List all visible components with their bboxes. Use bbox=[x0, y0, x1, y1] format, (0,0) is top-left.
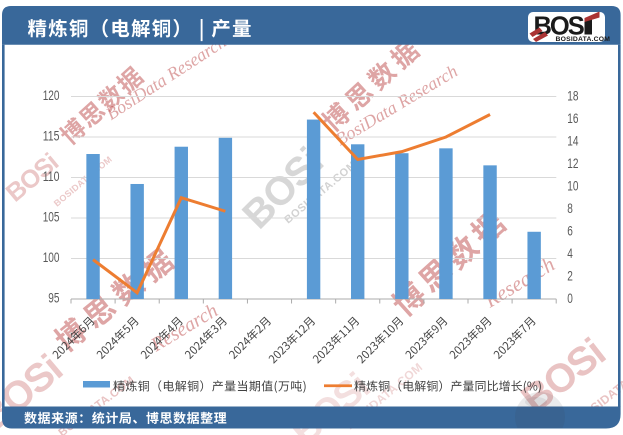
svg-text:105: 105 bbox=[43, 209, 60, 225]
svg-text:0: 0 bbox=[567, 290, 573, 306]
svg-text:12: 12 bbox=[567, 155, 578, 171]
svg-text:6: 6 bbox=[567, 223, 573, 239]
svg-text:14: 14 bbox=[567, 133, 578, 149]
svg-text:8: 8 bbox=[567, 200, 573, 216]
svg-text:2: 2 bbox=[567, 268, 573, 284]
svg-text:120: 120 bbox=[43, 87, 60, 103]
svg-text:10: 10 bbox=[567, 178, 578, 194]
svg-text:95: 95 bbox=[48, 290, 59, 306]
svg-text:16: 16 bbox=[567, 110, 578, 126]
svg-text:115: 115 bbox=[43, 128, 60, 144]
svg-text:110: 110 bbox=[43, 168, 60, 184]
svg-text:BOSIDATA.COM: BOSIDATA.COM bbox=[556, 36, 611, 43]
svg-text:18: 18 bbox=[567, 88, 578, 104]
svg-text:100: 100 bbox=[43, 249, 60, 265]
svg-text:4: 4 bbox=[567, 245, 573, 261]
